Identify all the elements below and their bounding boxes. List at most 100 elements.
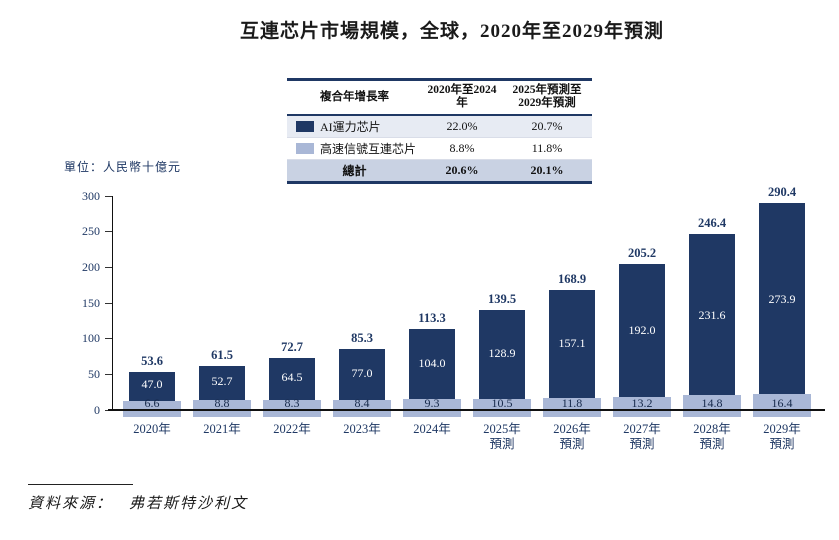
table-row-highspeed-chip: 高速信號互連芯片 8.8% 11.8% bbox=[287, 138, 592, 160]
bar-segment-highspeed-chip bbox=[333, 400, 391, 417]
bar-highspeed-value-label: 16.4 bbox=[771, 396, 793, 410]
ai-chip-legend-swatch bbox=[296, 121, 314, 132]
bar-ai-value-label: 77.0 bbox=[351, 365, 373, 380]
bar-ai-value-label: 64.5 bbox=[281, 370, 303, 385]
ai-chip-cagr-2020-2024: 22.0% bbox=[446, 119, 478, 133]
source-prefix: 資料來源： bbox=[28, 496, 114, 512]
bar-segment-highspeed-chip bbox=[263, 400, 321, 417]
table-row-total: 總計 20.6% 20.1% bbox=[287, 160, 592, 181]
bar-highspeed-value-label: 11.8 bbox=[561, 396, 583, 410]
x-axis-category-label: 2028年 預測 bbox=[693, 422, 731, 451]
y-axis-tick-label: 300 bbox=[82, 188, 100, 203]
bar-highspeed-value-label: 10.5 bbox=[491, 396, 513, 410]
bar-segment-ai-chip bbox=[549, 289, 595, 410]
bar-ai-value-label: 52.7 bbox=[211, 374, 233, 389]
y-axis-tick-label: 50 bbox=[88, 366, 100, 381]
source-divider-line bbox=[28, 484, 133, 485]
bar-ai-value-label: 231.6 bbox=[698, 308, 726, 323]
bar-ai-value-label: 273.9 bbox=[768, 292, 796, 307]
chart-title: 互連芯片市場規模，全球，2020年至2029年預測 bbox=[239, 21, 664, 42]
bar-total-value-label: 290.4 bbox=[767, 184, 797, 199]
bar-highspeed-value-label: 13.2 bbox=[631, 396, 653, 410]
x-axis-category-label: 2029年 預測 bbox=[763, 422, 801, 451]
total-cagr-2025-2029: 20.1% bbox=[530, 163, 564, 177]
y-axis-tick-label: 200 bbox=[82, 259, 100, 274]
bar-segment-ai-chip bbox=[689, 234, 735, 410]
bar-segment-highspeed-chip bbox=[473, 398, 531, 417]
bar-total-value-label: 72.7 bbox=[281, 340, 303, 355]
bar-segment-highspeed-chip bbox=[403, 399, 461, 417]
bar-segment-ai-chip bbox=[759, 202, 805, 410]
y-axis-tick bbox=[105, 231, 112, 233]
x-axis-line bbox=[108, 409, 825, 411]
bar-highspeed-value-label: 8.3 bbox=[284, 396, 300, 410]
source-value: 弗若斯特沙利文 bbox=[129, 496, 249, 512]
y-axis-tick bbox=[105, 338, 112, 340]
bar-highspeed-value-label: 9.3 bbox=[424, 396, 440, 410]
bar-highspeed-value-label: 14.8 bbox=[701, 396, 723, 410]
bar-segment-ai-chip bbox=[619, 263, 665, 410]
table-row-ai-chip: AI運力芯片 22.0% 20.7% bbox=[287, 116, 592, 138]
bar-total-value-label: 53.6 bbox=[141, 353, 163, 368]
highspeed-chip-label: 高速信號互連芯片 bbox=[320, 142, 417, 156]
bar-total-value-label: 168.9 bbox=[557, 271, 587, 286]
bar-highspeed-value-label: 8.4 bbox=[354, 396, 370, 410]
bar-total-value-label: 205.2 bbox=[627, 245, 657, 260]
y-axis-tick bbox=[105, 302, 112, 304]
y-axis-line bbox=[112, 196, 114, 410]
ai-chip-cagr-2025-2029: 20.7% bbox=[531, 119, 563, 133]
y-axis-tick bbox=[105, 373, 112, 375]
bar-segment-highspeed-chip bbox=[543, 397, 601, 417]
table-header-row: 複合年增長率 2020年至2024年 2025年預測至 2029年預測 bbox=[287, 81, 592, 116]
total-cagr-2020-2024: 20.6% bbox=[445, 163, 479, 177]
bar-chart-plot-area: 0 50 100 150 200 250 300 53.6 47.0 6.6 2020年 61.5 52… bbox=[0, 185, 839, 451]
header-2025-2029-line1: 2025年預測至 bbox=[512, 84, 582, 96]
bar-total-value-label: 139.5 bbox=[487, 292, 517, 307]
y-axis-tick bbox=[105, 195, 112, 197]
y-axis-tick bbox=[105, 266, 112, 268]
highspeed-cagr-2020-2024: 8.8% bbox=[449, 141, 475, 155]
bar-total-value-label: 246.4 bbox=[697, 216, 727, 231]
highspeed-cagr-2025-2029: 11.8% bbox=[531, 141, 563, 155]
cagr-legend-table: 複合年增長率 2020年至2024年 2025年預測至 2029年預測 AI運力… bbox=[287, 78, 592, 184]
bar-highspeed-value-label: 8.8 bbox=[214, 396, 230, 410]
bar-ai-value-label: 128.9 bbox=[488, 346, 516, 361]
bar-segment-ai-chip bbox=[479, 310, 525, 410]
header-2025-2029-line2: 2029年預測 bbox=[518, 97, 576, 109]
bar-total-value-label: 61.5 bbox=[211, 348, 233, 363]
header-2020-2024: 2020年至2024年 bbox=[427, 84, 497, 109]
bar-segment-ai-chip bbox=[339, 349, 385, 410]
header-cagr: 複合年增長率 bbox=[320, 90, 389, 103]
source-note: 資料來源： 弗若斯特沙利文 bbox=[28, 484, 248, 513]
header-2025-2029: 2025年預測至 2029年預測 bbox=[502, 84, 592, 110]
y-axis-tick-label: 0 bbox=[94, 402, 100, 417]
x-axis-category-label: 2020年 bbox=[133, 422, 171, 436]
x-axis-category-label: 2027年 預測 bbox=[623, 422, 661, 451]
bar-segment-ai-chip bbox=[409, 329, 455, 410]
bar-highspeed-value-label: 6.6 bbox=[144, 396, 160, 410]
y-axis-tick-label: 150 bbox=[82, 295, 100, 310]
bar-ai-value-label: 157.1 bbox=[558, 335, 586, 350]
bar-segment-highspeed-chip bbox=[613, 396, 671, 417]
bar-segment-highspeed-chip bbox=[753, 394, 811, 417]
total-label: 總計 bbox=[342, 164, 367, 178]
bar-segment-highspeed-chip bbox=[193, 399, 251, 417]
y-axis-tick-label: 100 bbox=[82, 331, 100, 346]
bar-total-value-label: 85.3 bbox=[351, 331, 373, 346]
x-axis-category-label: 2024年 bbox=[413, 422, 451, 436]
y-axis-tick-label: 250 bbox=[82, 224, 100, 239]
ai-chip-label: AI運力芯片 bbox=[320, 120, 381, 134]
bar-ai-value-label: 47.0 bbox=[141, 376, 163, 391]
x-axis-category-label: 2026年 預測 bbox=[553, 422, 591, 451]
highspeed-chip-legend-swatch bbox=[296, 143, 314, 154]
bar-ai-value-label: 192.0 bbox=[628, 322, 656, 337]
bar-segment-highspeed-chip bbox=[683, 395, 741, 417]
x-axis-category-label: 2025年 預測 bbox=[483, 422, 521, 451]
x-axis-category-label: 2021年 bbox=[203, 422, 241, 436]
bar-ai-value-label: 104.0 bbox=[418, 355, 446, 370]
bar-total-value-label: 113.3 bbox=[418, 311, 446, 326]
x-axis-category-label: 2022年 bbox=[273, 422, 311, 436]
y-axis-unit-label: 單位：人民幣十億元 bbox=[64, 160, 182, 174]
x-axis-category-label: 2023年 bbox=[343, 422, 381, 436]
